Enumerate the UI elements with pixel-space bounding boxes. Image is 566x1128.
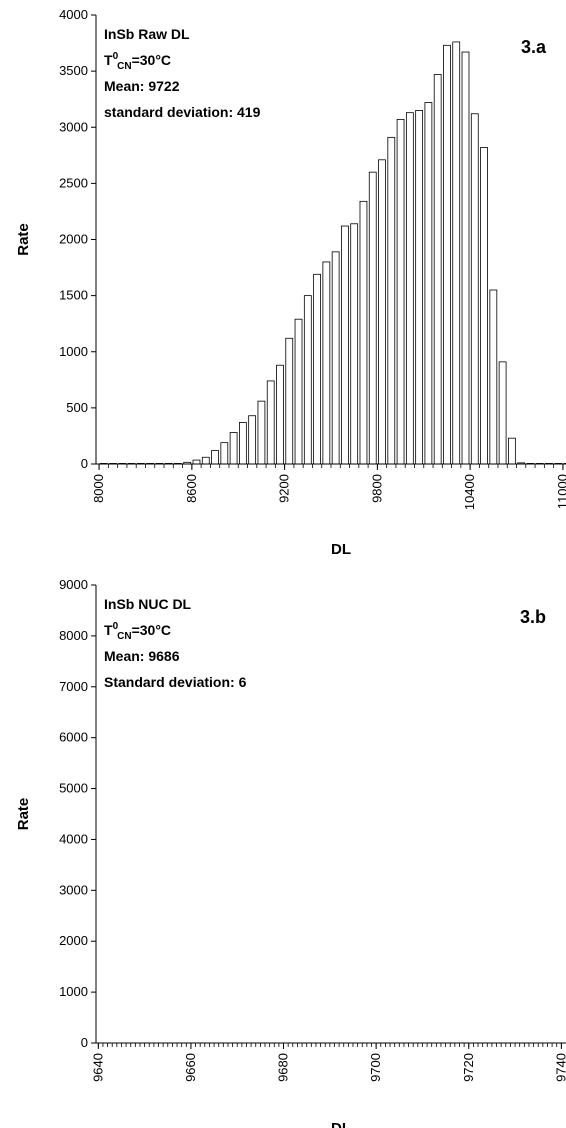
histogram-bar xyxy=(276,364,284,465)
histogram-bar xyxy=(489,289,498,465)
annotation-temperature: T0CN=30°C xyxy=(104,51,171,72)
x-tick-label: 8600 xyxy=(184,474,199,503)
panel-3b: 0 1000 2000 3000 4000 5000 6000 7000 8000 9000 964… xyxy=(15,577,566,1128)
histogram-bar xyxy=(405,112,414,465)
y-tick-label: 3000 xyxy=(59,882,88,897)
histogram-bar xyxy=(201,456,210,465)
x-tick-label: 9200 xyxy=(277,474,292,503)
x-axis-title: DL xyxy=(331,541,351,558)
histogram-bar xyxy=(452,41,461,465)
annotation-std: standard deviation: 419 xyxy=(104,104,261,120)
histogram-bar xyxy=(470,113,479,465)
y-tick-label: 4000 xyxy=(59,7,88,22)
y-tick-label: 4000 xyxy=(59,831,88,846)
annotation-sample: InSb NUC DL xyxy=(104,596,192,612)
x-tick-label: 9800 xyxy=(369,474,384,503)
temp-sup: 0 xyxy=(113,621,119,632)
temp-rest: =30°C xyxy=(132,622,171,638)
x-axis-title: DL xyxy=(331,1120,351,1128)
temp-main: T xyxy=(104,52,113,68)
y-axis-title: Rate xyxy=(15,223,32,256)
temp-sup: 0 xyxy=(113,51,119,62)
y-tick-label: 1000 xyxy=(59,344,88,359)
panel-label: 3.b xyxy=(520,607,546,627)
annotation-mean: Mean: 9686 xyxy=(104,648,180,664)
panel-3a: 0 500 1000 1500 2000 2500 3000 3500 4000 8000 8600… xyxy=(15,7,566,558)
y-tick-label: 9000 xyxy=(59,577,88,592)
y-tick-label: 6000 xyxy=(59,730,88,745)
histogram-bar xyxy=(285,337,294,465)
histogram-bar xyxy=(211,450,219,465)
temp-sub: CN xyxy=(117,61,131,72)
histogram-bar xyxy=(359,200,368,465)
histogram-bar xyxy=(508,437,516,465)
histogram-bar xyxy=(322,261,331,465)
y-tick-label: 2500 xyxy=(59,175,88,190)
y-tick-label: 8000 xyxy=(59,628,88,643)
histogram-bar xyxy=(313,273,321,465)
y-tick-label: 1500 xyxy=(59,288,88,303)
x-tick-label: 9740 xyxy=(553,1053,566,1082)
histogram-bar xyxy=(498,361,507,465)
y-tick-label: 0 xyxy=(81,456,88,471)
y-tick-label: 3000 xyxy=(59,119,88,134)
x-tick-label: 8000 xyxy=(91,474,106,503)
annotation-sample: InSb Raw DL xyxy=(104,26,190,42)
x-tick-label: 9700 xyxy=(368,1053,383,1082)
histogram-bar xyxy=(331,251,340,465)
histogram-bar xyxy=(480,147,488,465)
histogram-bar xyxy=(303,295,312,465)
histogram-bar xyxy=(396,118,405,465)
histogram-bar xyxy=(387,136,396,465)
y-tick-label: 1000 xyxy=(59,984,88,999)
histogram-bar xyxy=(238,422,247,465)
x-tick-label: 9640 xyxy=(90,1053,105,1082)
y-axis-title: Rate xyxy=(15,798,32,831)
temp-sub: CN xyxy=(117,631,131,642)
y-tick-label: 5000 xyxy=(59,781,88,796)
histogram-bar xyxy=(266,380,275,465)
histogram-bar xyxy=(368,171,377,465)
histogram-bar xyxy=(443,44,451,465)
histogram-bar xyxy=(424,102,433,465)
histogram-bar xyxy=(415,110,424,465)
x-tick-label: 9660 xyxy=(183,1053,198,1082)
histogram-bar xyxy=(294,318,303,465)
histogram-bar xyxy=(220,442,229,465)
y-tick-label: 2000 xyxy=(59,232,88,247)
histogram-bar xyxy=(433,74,442,465)
panel-label: 3.a xyxy=(521,37,547,57)
temp-rest: =30°C xyxy=(132,52,171,68)
y-tick-label: 2000 xyxy=(59,933,88,948)
y-tick-label: 0 xyxy=(81,1035,88,1050)
histogram-bar xyxy=(257,400,266,465)
histogram-bar xyxy=(248,415,257,465)
histogram-bar xyxy=(341,225,349,465)
histogram-bar xyxy=(350,223,359,465)
annotation-std: Standard deviation: 6 xyxy=(104,674,247,690)
y-tick-label: 7000 xyxy=(59,679,88,694)
y-tick-label: 500 xyxy=(66,400,88,415)
annotation-temperature: T0CN=30°C xyxy=(104,621,171,642)
x-tick-label: 11000 xyxy=(555,474,566,509)
y-tick-label: 3500 xyxy=(59,63,88,78)
histogram-bar xyxy=(378,159,386,465)
x-tick-label: 9720 xyxy=(461,1053,476,1082)
histogram-bar xyxy=(229,432,238,465)
temp-main: T xyxy=(104,622,113,638)
x-tick-label: 10400 xyxy=(462,474,477,510)
histogram-bar xyxy=(461,51,470,465)
x-tick-label: 9680 xyxy=(276,1053,291,1082)
histogram-bar xyxy=(192,459,201,465)
annotation-mean: Mean: 9722 xyxy=(104,78,180,94)
